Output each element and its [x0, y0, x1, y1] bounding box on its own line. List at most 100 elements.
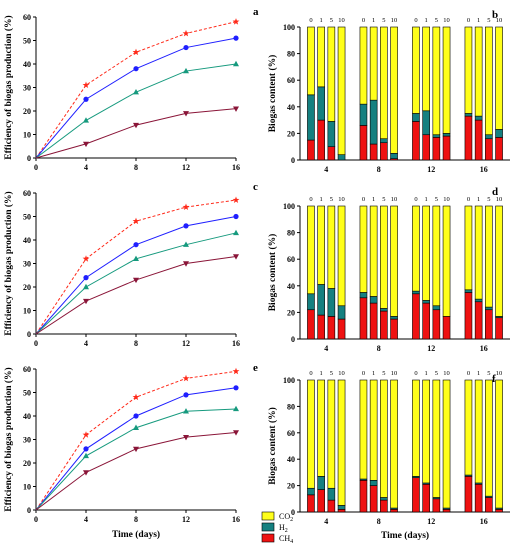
bar-segment-co2	[390, 26, 398, 154]
x-tick-label: 8	[134, 515, 138, 524]
bar-segment-ch4	[337, 318, 346, 340]
bar-segment-h2	[307, 94, 315, 141]
x-tick-label: 8	[134, 163, 138, 172]
bar-segment-ch4	[390, 509, 398, 513]
group-label: 12	[427, 165, 435, 174]
bar-segment-ch4	[422, 483, 430, 513]
bar-segment-h2	[337, 505, 346, 510]
x-tick-label: 16	[232, 339, 240, 348]
bar-segment-ch4	[369, 143, 378, 161]
axes	[35, 193, 236, 335]
panel-label: b	[492, 9, 498, 21]
dose-label: 1	[425, 196, 428, 203]
bar-segment-ch4	[327, 316, 336, 340]
bar-segment-h2	[432, 134, 441, 138]
bar-segment-ch4	[317, 314, 325, 340]
dose-label: 1	[372, 370, 375, 377]
dose-label: 5	[487, 17, 490, 24]
bar-segment-ch4	[442, 135, 451, 161]
dose-label: 10	[338, 17, 345, 24]
bar-segment-co2	[422, 26, 430, 112]
group-label: 8	[377, 517, 381, 526]
data-point	[132, 48, 140, 56]
dose-label: 1	[372, 17, 375, 24]
bar-segment-co2	[327, 205, 336, 289]
dose-label: 1	[320, 196, 323, 203]
legend-swatch-co2	[261, 511, 275, 521]
bar-segment-ch4	[485, 138, 493, 161]
panel-label: c	[253, 181, 258, 193]
bar-segment-h2	[380, 308, 388, 312]
line-chart-a: 0 10 20 30 40 50 60 0 4 8 12 16 Efficiency of biogas…	[3, 13, 240, 172]
bar-segment-ch4	[412, 121, 420, 161]
bar-segment-co2	[327, 379, 336, 489]
bar-segment-co2	[432, 205, 441, 307]
y-tick-label: 10	[23, 307, 31, 316]
dose-label: 5	[330, 196, 333, 203]
bar-segment-ch4	[464, 292, 473, 340]
group-label: 4	[324, 517, 328, 526]
bar-segment-h2	[317, 476, 325, 490]
dose-label: 0	[309, 196, 312, 203]
y-tick-label: 60	[23, 13, 31, 22]
y-tick-label: 30	[23, 436, 31, 445]
y-tick-label: 60	[287, 429, 295, 438]
x-tick-label: 0	[34, 163, 38, 172]
data-point	[182, 29, 190, 37]
bar-segment-ch4	[359, 125, 368, 161]
dose-label: 5	[435, 370, 438, 377]
bar-segment-ch4	[432, 498, 441, 513]
y-tick-label: 50	[23, 213, 31, 222]
bar-segment-h2	[464, 113, 473, 117]
y-axis-title: Efficiency of biogas production (%)	[3, 15, 14, 159]
data-point	[82, 81, 90, 89]
bar-segment-h2	[485, 134, 493, 140]
bar-segment-h2	[307, 293, 315, 311]
data-point	[83, 141, 89, 148]
bar-segment-ch4	[359, 297, 368, 340]
bar-segment-h2	[495, 129, 503, 138]
bar-segment-co2	[317, 26, 325, 88]
data-point	[133, 242, 139, 248]
y-tick-label: 60	[287, 76, 295, 85]
data-point	[183, 67, 189, 74]
data-point	[183, 434, 189, 441]
data-point	[133, 424, 139, 430]
bar-segment-co2	[359, 379, 368, 480]
x-tick-label: 16	[232, 515, 240, 524]
x-tick-label: 0	[34, 339, 38, 348]
x-tick-label: 4	[84, 339, 88, 348]
bar-segment-ch4	[327, 146, 336, 161]
bar-segment-h2	[307, 487, 315, 496]
y-axis-title: Biogas content (%)	[267, 234, 278, 312]
y-tick-label: 80	[287, 402, 295, 411]
dose-label: 1	[320, 17, 323, 24]
data-point	[83, 470, 89, 476]
data-point	[83, 283, 89, 290]
data-point	[233, 106, 239, 112]
bar-segment-h2	[337, 305, 346, 320]
bar-segment-co2	[369, 205, 378, 297]
bar-segment-h2	[474, 298, 483, 303]
bar-segment-h2	[359, 103, 368, 126]
bar-segment-co2	[380, 205, 388, 309]
data-point	[233, 229, 239, 236]
line-chart-c: 0 10 20 30 40 50 60 0 4 8 12 16 Efficiency of biogas…	[3, 189, 240, 348]
dose-label: 0	[467, 370, 470, 377]
bar-segment-h2	[390, 316, 398, 320]
dose-label: 0	[467, 17, 470, 24]
dose-label: 0	[414, 370, 417, 377]
data-point	[233, 254, 239, 260]
y-tick-label: 0	[27, 506, 31, 515]
legend-swatch-h2	[261, 522, 275, 532]
dose-label: 5	[382, 17, 385, 24]
dose-label: 5	[487, 196, 490, 203]
panel-label: d	[492, 186, 498, 198]
series-line-1	[35, 37, 237, 159]
group-label: 4	[324, 344, 328, 353]
series-line-2	[35, 408, 237, 511]
bar-segment-ch4	[474, 119, 483, 161]
